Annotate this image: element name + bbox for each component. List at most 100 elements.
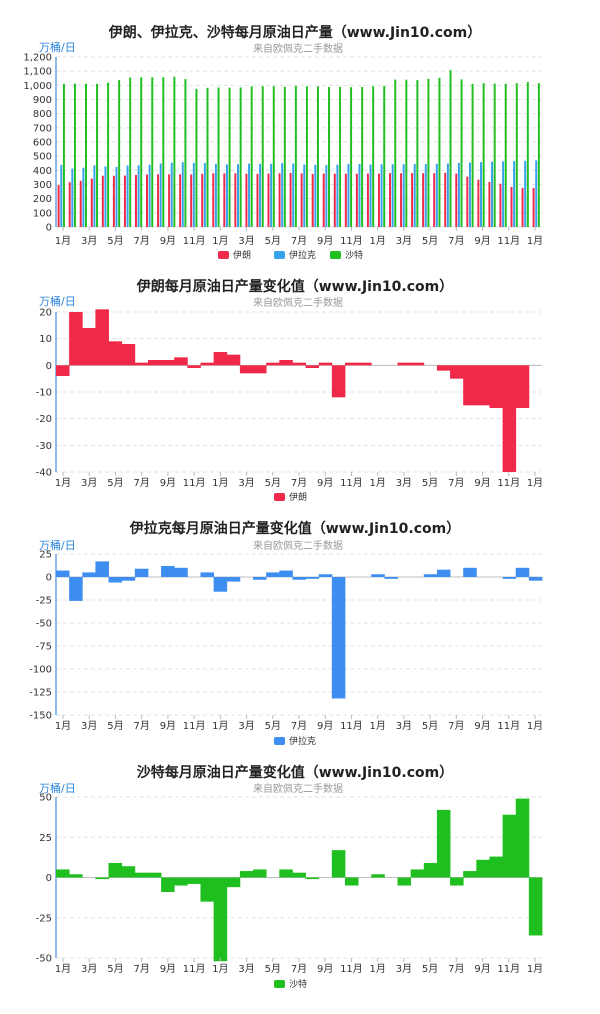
bar-沙特 xyxy=(239,871,254,878)
x-tick-label: 1月 xyxy=(527,235,543,247)
bar-沙特 xyxy=(405,79,408,228)
bar-伊朗 xyxy=(279,360,293,366)
bar-沙特 xyxy=(283,86,286,227)
bar-伊拉克 xyxy=(200,572,215,577)
bar-伊朗 xyxy=(466,176,469,227)
bar-沙特 xyxy=(438,77,441,227)
bar-伊朗 xyxy=(146,174,148,227)
bar-沙特 xyxy=(476,859,490,878)
bar-伊朗 xyxy=(292,362,306,366)
bar-沙特 xyxy=(339,86,342,228)
chart-title: 伊朗、伊拉克、沙特每月原油日产量（www.Jin10.com） xyxy=(108,24,482,41)
bar-沙特 xyxy=(161,877,175,892)
bar-伊拉克 xyxy=(93,165,96,227)
bars xyxy=(56,561,543,699)
bars xyxy=(56,309,530,472)
bar-沙特 xyxy=(140,77,143,227)
bar-伊拉克 xyxy=(380,164,383,227)
x-tick-label: 7月 xyxy=(133,235,149,247)
bar-伊朗 xyxy=(69,312,83,366)
legend[interactable]: 伊拉克 xyxy=(274,735,316,747)
bar-伊朗 xyxy=(411,173,414,227)
bar-伊拉克 xyxy=(502,161,505,227)
y-tick-label: 1,000 xyxy=(23,81,52,92)
x-tick-label: 11月 xyxy=(340,720,363,732)
y-ticks: 0 100 200 300 400 500 600 700 800 900 1,000 1,100 1,… xyxy=(23,53,52,234)
bar-伊朗 xyxy=(450,365,464,379)
bar-伊拉克 xyxy=(435,163,438,227)
bar-伊朗 xyxy=(305,365,320,368)
x-tick-label: 9月 xyxy=(474,235,490,247)
legend-swatch-沙特[interactable] xyxy=(274,980,285,988)
x-tick-label: 7月 xyxy=(448,720,464,732)
y-unit-label: 万桶/日 xyxy=(39,781,76,795)
bar-沙特 xyxy=(292,872,306,878)
legend-swatch-伊朗[interactable] xyxy=(218,251,229,259)
x-tick-label: 11月 xyxy=(497,720,520,732)
legend-label-伊朗[interactable]: 伊朗 xyxy=(233,249,251,261)
legend[interactable]: 伊朗 伊拉克 沙特 xyxy=(218,249,363,261)
bar-沙特 xyxy=(96,83,99,228)
legend-label-沙特[interactable]: 沙特 xyxy=(289,978,307,990)
bar-伊朗 xyxy=(331,365,346,398)
bar-伊朗 xyxy=(168,174,171,227)
legend[interactable]: 沙特 xyxy=(274,978,307,990)
y-tick-label: -10 xyxy=(36,388,52,399)
x-ticks: 1月 3月 5月 7月 9月 11月 1月 3月 5月 7月 9月 11月 1月 3月 5月 7月 9月 11月 1… xyxy=(55,715,543,732)
x-tick-label: 9月 xyxy=(474,720,490,732)
legend-label-沙特[interactable]: 沙特 xyxy=(345,249,363,261)
bar-伊拉克 xyxy=(137,165,140,227)
bar-伊朗 xyxy=(134,362,149,366)
legend-swatch-伊拉克[interactable] xyxy=(274,251,285,259)
bar-伊朗 xyxy=(521,187,524,227)
bar-伊拉克 xyxy=(446,163,449,227)
bar-伊朗 xyxy=(234,173,237,227)
bar-伊拉克 xyxy=(253,577,267,580)
bar-伊拉克 xyxy=(82,167,85,227)
bar-沙特 xyxy=(482,83,485,227)
bar-伊拉克 xyxy=(424,163,427,227)
bar-沙特 xyxy=(436,809,451,878)
chart-subtitle: 来自欧佩克二手数据 xyxy=(253,782,343,795)
x-tick-label: 1月 xyxy=(527,720,543,732)
x-tick-label: 5月 xyxy=(265,235,281,247)
legend-label-伊朗[interactable]: 伊朗 xyxy=(289,491,307,503)
bar-沙特 xyxy=(427,78,430,227)
legend-swatch-沙特[interactable] xyxy=(330,251,341,259)
x-tick-label: 1月 xyxy=(369,963,385,975)
bar-伊拉克 xyxy=(402,164,405,227)
legend-label-伊拉克[interactable]: 伊拉克 xyxy=(289,249,316,261)
bar-沙特 xyxy=(147,872,162,878)
bar-沙特 xyxy=(174,877,188,886)
bar-沙特 xyxy=(361,86,364,228)
bar-沙特 xyxy=(162,77,165,227)
bar-伊拉克 xyxy=(535,160,538,227)
bar-沙特 xyxy=(504,83,507,228)
bar-伊朗 xyxy=(488,181,491,227)
bar-沙特 xyxy=(526,82,529,227)
bar-伊朗 xyxy=(311,173,314,227)
x-tick-label: 5月 xyxy=(265,720,281,732)
bar-伊拉克 xyxy=(237,164,239,227)
bar-沙特 xyxy=(515,798,530,878)
bar-沙特 xyxy=(515,83,518,227)
bar-伊朗 xyxy=(322,173,325,227)
legend[interactable]: 伊朗 xyxy=(274,491,307,503)
legend-label-伊拉克[interactable]: 伊拉克 xyxy=(289,735,316,747)
bar-伊朗 xyxy=(201,173,204,227)
x-tick-label: 11月 xyxy=(497,963,520,975)
legend-swatch-伊朗[interactable] xyxy=(274,493,285,501)
bar-伊朗 xyxy=(410,362,425,366)
bar-伊拉克 xyxy=(391,164,394,227)
legend-swatch-伊拉克[interactable] xyxy=(274,737,285,745)
x-tick-label: 1月 xyxy=(369,720,385,732)
bar-伊拉克 xyxy=(413,163,416,227)
y-tick-label: -20 xyxy=(36,414,52,425)
bar-伊朗 xyxy=(57,185,60,227)
bar-沙特 xyxy=(416,80,419,227)
bar-沙特 xyxy=(187,877,201,884)
chart-subtitle: 来自欧佩克二手数据 xyxy=(253,42,343,55)
bar-沙特 xyxy=(463,871,477,878)
bar-沙特 xyxy=(107,82,110,228)
x-tick-label: 7月 xyxy=(133,963,149,975)
